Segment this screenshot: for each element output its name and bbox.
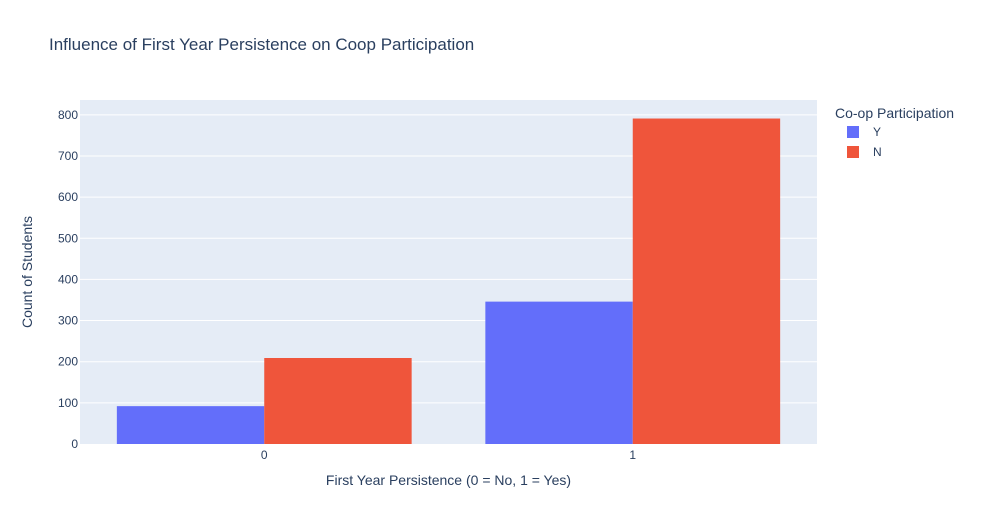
y-tick-label: 300 (58, 314, 78, 328)
y-tick-label: 700 (58, 149, 78, 163)
y-tick-label: 800 (58, 108, 78, 122)
bar-y-1[interactable] (485, 301, 633, 444)
legend-items: YN (847, 125, 882, 159)
y-tick-label: 200 (58, 355, 78, 369)
legend-title: Co-op Participation (835, 105, 954, 121)
y-tick-label: 500 (58, 231, 78, 245)
legend-swatch (847, 146, 859, 158)
legend: Co-op Participation YN (835, 105, 954, 159)
y-tick-label: 0 (71, 437, 78, 451)
y-axis-title: Count of Students (19, 216, 35, 328)
bar-y-0[interactable] (116, 406, 265, 444)
bar-n-0[interactable] (264, 358, 412, 444)
bars (116, 118, 781, 444)
bar-n-1[interactable] (632, 118, 781, 444)
y-tick-label: 600 (58, 190, 78, 204)
x-tick-label: 1 (629, 448, 636, 462)
legend-swatch (847, 126, 859, 138)
y-tick-label: 400 (58, 272, 78, 286)
y-tick-label: 100 (58, 396, 78, 410)
legend-item-y[interactable]: Y (847, 125, 881, 139)
legend-label: Y (873, 125, 881, 139)
chart-title: Influence of First Year Persistence on C… (49, 35, 474, 54)
y-axis-ticks: 0 100 200 300 400 500 600 700 800 (58, 108, 78, 451)
x-axis-title: First Year Persistence (0 = No, 1 = Yes) (326, 472, 571, 488)
legend-label: N (873, 145, 882, 159)
legend-item-n[interactable]: N (847, 145, 882, 159)
x-tick-label: 0 (261, 448, 268, 462)
